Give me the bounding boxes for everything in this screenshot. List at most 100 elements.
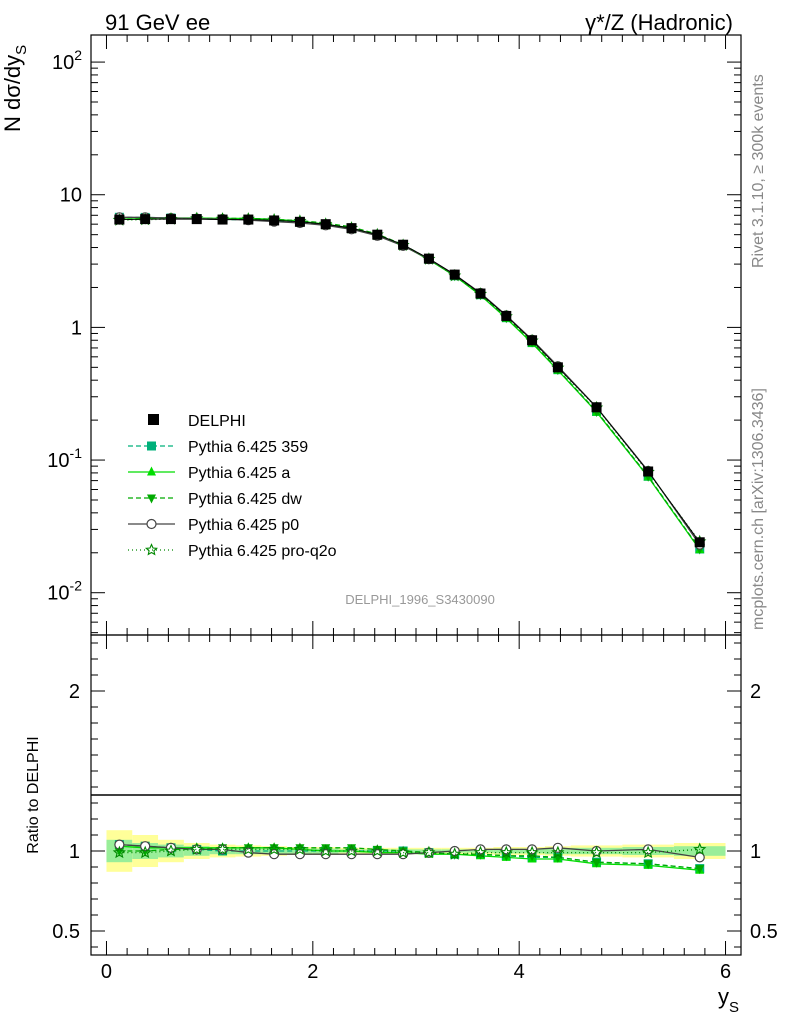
ratio-series-point bbox=[293, 842, 307, 855]
legend-marker bbox=[147, 466, 156, 476]
legend-label: Pythia 6.425 a bbox=[188, 465, 290, 482]
legend-label: Pythia 6.425 p0 bbox=[188, 517, 299, 534]
reference-point bbox=[294, 216, 305, 227]
legend-label: Pythia 6.425 dw bbox=[188, 491, 302, 508]
main-panel: 10-2 10-1 1 10 102 DELPHI_1996_S3430090 DELP… bbox=[0, 34, 742, 636]
main-y-tick-label: 10 bbox=[60, 185, 82, 207]
ratio-series-point bbox=[165, 842, 177, 853]
reference-point bbox=[527, 335, 538, 346]
reference-point bbox=[165, 214, 176, 225]
ratio-y-tick-label-right: 0.5 bbox=[750, 921, 778, 943]
main-y-tick-label: 1 bbox=[71, 317, 82, 339]
reference-point bbox=[320, 219, 331, 230]
ratio-y-tick-label-left: 2 bbox=[69, 681, 80, 703]
ratio-series-point bbox=[112, 845, 126, 859]
legend-label: Pythia 6.425 pro-q2o bbox=[188, 543, 337, 560]
x-tick-label: 4 bbox=[514, 961, 525, 983]
ratio-series-point bbox=[267, 842, 281, 855]
x-tick-label: 0 bbox=[101, 961, 112, 983]
ratio-series-point bbox=[114, 839, 125, 850]
ratio-series-point bbox=[347, 844, 357, 854]
reference-point bbox=[114, 214, 125, 225]
ratio-series-point bbox=[321, 844, 331, 854]
ratio-series-point bbox=[396, 845, 410, 859]
reference-point bbox=[269, 215, 280, 226]
ratio-series-point bbox=[525, 845, 539, 859]
ratio-series-point bbox=[501, 844, 512, 855]
ratio-series-point bbox=[641, 845, 655, 859]
reference-point bbox=[552, 362, 563, 373]
reference-point bbox=[423, 253, 434, 264]
reference-point bbox=[372, 229, 383, 240]
reference-point bbox=[643, 466, 654, 477]
main-y-axis-label: N dσ/dyS bbox=[0, 45, 30, 132]
ratio-series-point bbox=[241, 842, 255, 855]
ratio-series-point bbox=[695, 865, 705, 875]
legend: DELPHI Pythia 6.425 359 Pythia 6.425 a Pyth… bbox=[128, 413, 337, 560]
rivet-label: Rivet 3.1.10, ≥ 300k events bbox=[750, 74, 767, 268]
process-title: γ*/Z (Hadronic) bbox=[585, 10, 733, 35]
ratio-series-point bbox=[138, 845, 152, 859]
ratio-series-point bbox=[499, 845, 513, 859]
ratio-series-point bbox=[370, 844, 384, 857]
ratio-y-tick-label-left: 0.5 bbox=[52, 921, 80, 943]
ratio-series-point bbox=[449, 845, 460, 857]
reference-point bbox=[346, 223, 357, 234]
ratio-series-point bbox=[551, 845, 565, 859]
reference-point bbox=[501, 310, 512, 321]
reference-point bbox=[475, 288, 486, 299]
ratio-series-point bbox=[643, 860, 653, 870]
ratio-series-layer bbox=[112, 839, 707, 875]
ratio-panel: 0.5 0.5 1 1 2 2 0 2 4 6 Ratio to DELPHI yS bbox=[25, 634, 778, 1016]
x-tick-labels: 0 2 4 6 bbox=[101, 961, 731, 983]
ratio-series-point bbox=[693, 842, 707, 855]
legend-marker bbox=[146, 518, 157, 530]
ratio-series-point bbox=[215, 842, 230, 855]
ratio-axis-ticks bbox=[91, 635, 741, 955]
main-axis-ticks bbox=[91, 35, 741, 635]
ratio-series-point bbox=[269, 844, 279, 854]
main-y-tick-label: 102 bbox=[52, 47, 82, 74]
ratio-series-point bbox=[473, 845, 488, 859]
ratio-series-point bbox=[190, 842, 204, 855]
reference-point bbox=[449, 269, 460, 280]
reference-point bbox=[398, 239, 409, 250]
ratio-series-point bbox=[344, 844, 359, 857]
reference-point bbox=[140, 214, 151, 225]
ratio-y-axis-label: Ratio to DELPHI bbox=[25, 736, 42, 853]
ratio-y-tick-label-right: 1 bbox=[750, 841, 761, 863]
main-y-tick-label: 10-1 bbox=[47, 445, 82, 472]
reference-point bbox=[191, 214, 202, 225]
main-y-tick-labels: 10-2 10-1 1 10 102 bbox=[47, 47, 82, 605]
ratio-series-point bbox=[448, 847, 462, 860]
ratio-series-point bbox=[422, 845, 436, 859]
legend-marker bbox=[147, 494, 156, 504]
ratio-series-point bbox=[319, 844, 333, 857]
reference-point bbox=[591, 402, 602, 413]
reference-point bbox=[217, 214, 228, 225]
ratio-series-point bbox=[592, 858, 602, 868]
ratio-series-point bbox=[694, 852, 705, 863]
legend-label: Pythia 6.425 359 bbox=[188, 439, 308, 456]
reference-point bbox=[243, 214, 254, 225]
legend-label-reference: DELPHI bbox=[188, 413, 246, 430]
ratio-y-tick-label-left: 1 bbox=[69, 841, 80, 863]
legend-marker bbox=[147, 441, 156, 451]
reference-point bbox=[694, 537, 705, 548]
analysis-watermark: DELPHI_1996_S3430090 bbox=[345, 592, 495, 607]
main-series-layer bbox=[112, 211, 707, 555]
ratio-y-tick-labels: 0.5 0.5 1 1 2 2 bbox=[52, 681, 778, 943]
mcplots-label: mcplots.cern.ch [arXiv:1306.3436] bbox=[750, 388, 767, 630]
ratio-series-point bbox=[643, 844, 654, 855]
x-tick-label: 2 bbox=[307, 961, 318, 983]
ratio-series-point bbox=[114, 847, 124, 857]
ratio-series-point bbox=[475, 844, 486, 855]
x-axis-label: yS bbox=[718, 984, 739, 1016]
ratio-series-point bbox=[164, 844, 178, 857]
x-tick-label: 6 bbox=[720, 961, 731, 983]
legend-marker bbox=[144, 543, 159, 556]
ratio-series-point bbox=[526, 844, 538, 855]
energy-title: 91 GeV ee bbox=[105, 10, 210, 35]
legend-marker-reference bbox=[148, 414, 159, 425]
